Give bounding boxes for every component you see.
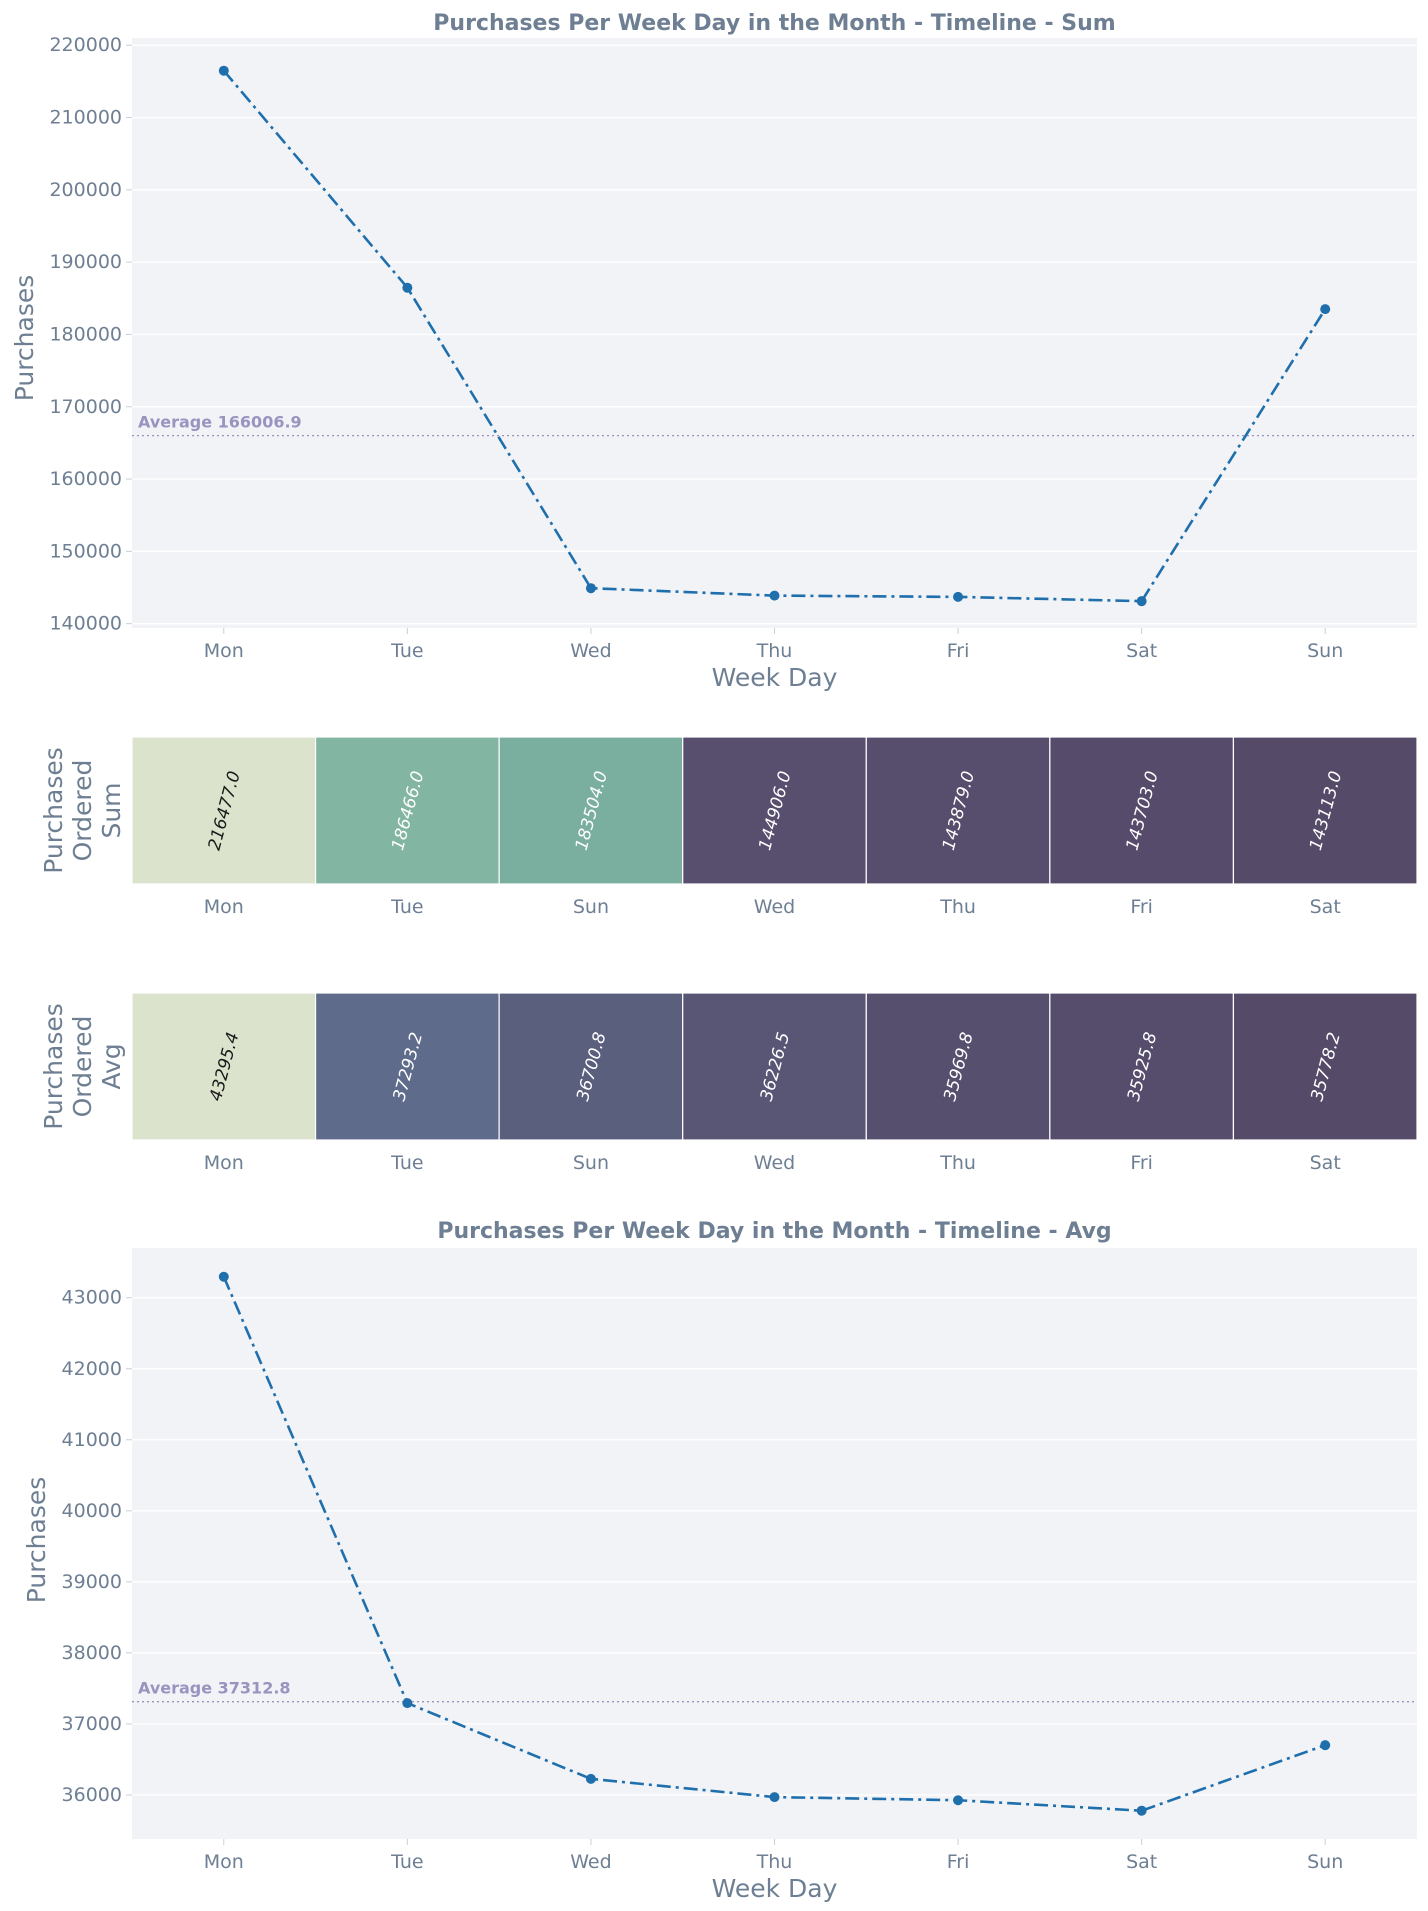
- x-tick-label: Mon: [204, 640, 244, 662]
- x-tick-label: Wed: [754, 896, 795, 918]
- x-tick-label: Sun: [573, 1152, 609, 1174]
- data-point-wed: [585, 1773, 596, 1784]
- data-point-thu: [769, 590, 780, 601]
- y-tick-label: 150000: [49, 540, 122, 562]
- heatmap-row-label: Purchases: [39, 747, 68, 874]
- heatmap-1: 216477.0Mon186466.0Tue183504.0Sun144906.…: [39, 736, 1418, 918]
- data-point-sat: [1136, 1805, 1147, 1816]
- data-point-sun: [1320, 304, 1331, 315]
- x-tick-label: Thu: [756, 1851, 793, 1873]
- heatmap-row-label: Ordered: [68, 1016, 97, 1118]
- y-tick-label: 170000: [49, 396, 122, 418]
- x-tick-label: Tue: [390, 640, 423, 662]
- heatmap-cell-mon: [131, 992, 317, 1141]
- heatmap-cell-tue: [314, 736, 500, 885]
- y-axis-label: Purchases: [10, 275, 39, 402]
- x-tick-label: Sat: [1126, 640, 1157, 662]
- x-tick-label: Tue: [390, 1152, 423, 1174]
- average-label: Average 166006.9: [138, 413, 302, 432]
- y-tick-label: 190000: [49, 251, 122, 273]
- data-point-thu: [769, 1792, 780, 1803]
- line-chart-3: 36000 37000 38000 39000 40000 41000 42000 43000…: [22, 1219, 1417, 1903]
- x-tick-label: Wed: [570, 640, 611, 662]
- y-tick-label: 39000: [62, 1571, 122, 1593]
- x-tick-label: Sat: [1310, 1152, 1341, 1174]
- y-tick-label: 140000: [49, 613, 122, 635]
- x-tick-label: Wed: [570, 1851, 611, 1873]
- x-tick-label: Sat: [1126, 1851, 1157, 1873]
- plot-area: [132, 38, 1417, 628]
- x-tick-label: Thu: [756, 640, 793, 662]
- data-point-mon: [218, 65, 229, 76]
- average-label: Average 37312.8: [138, 1679, 291, 1698]
- x-tick-label: Fri: [947, 640, 970, 662]
- x-tick-label: Mon: [204, 896, 244, 918]
- heatmap-cell-sun: [498, 736, 684, 885]
- x-axis-label: Week Day: [712, 663, 838, 692]
- x-tick-label: Fri: [947, 1851, 970, 1873]
- heatmap-cell-sun: [498, 992, 684, 1141]
- y-tick-label: 40000: [62, 1500, 122, 1522]
- data-point-tue: [402, 282, 413, 293]
- heatmap-2: 43295.4Mon37293.2Tue36700.8Sun36226.5Wed…: [39, 992, 1418, 1174]
- data-point-mon: [218, 1271, 229, 1282]
- y-tick-label: 210000: [49, 107, 122, 129]
- x-tick-label: Thu: [939, 896, 976, 918]
- heatmap-row-label: Sum: [97, 782, 126, 838]
- x-tick-label: Wed: [754, 1152, 795, 1174]
- x-tick-label: Fri: [1130, 1152, 1153, 1174]
- heatmap-cell-fri: [1049, 992, 1235, 1141]
- heatmap-row-label: Purchases: [39, 1003, 68, 1130]
- y-tick-label: 43000: [62, 1287, 122, 1309]
- y-tick-label: 180000: [49, 323, 122, 345]
- x-tick-label: Tue: [390, 1851, 423, 1873]
- chart-title: Purchases Per Week Day in the Month - Ti…: [433, 11, 1115, 36]
- data-point-wed: [585, 583, 596, 594]
- y-tick-label: 37000: [62, 1713, 122, 1735]
- heatmap-cell-tue: [314, 992, 500, 1141]
- x-tick-label: Mon: [204, 1152, 244, 1174]
- y-axis-label: Purchases: [22, 1477, 51, 1604]
- y-tick-label: 38000: [62, 1642, 122, 1664]
- x-tick-label: Mon: [204, 1851, 244, 1873]
- y-tick-label: 41000: [62, 1429, 122, 1451]
- heatmap-row-label: Ordered: [68, 760, 97, 862]
- y-tick-label: 220000: [49, 34, 122, 56]
- heatmap-cell-wed: [682, 736, 867, 885]
- data-point-fri: [953, 591, 964, 602]
- heatmap-cell-sat: [1232, 736, 1418, 885]
- x-tick-label: Sun: [1307, 640, 1343, 662]
- y-tick-label: 160000: [49, 468, 122, 490]
- line-chart-0: 140000 150000 160000 170000 180000 190000 2000…: [10, 11, 1417, 692]
- heatmap-row-label: Avg: [97, 1043, 126, 1089]
- x-tick-label: Sun: [573, 896, 609, 918]
- heatmap-cell-thu: [865, 736, 1051, 885]
- data-point-sun: [1320, 1740, 1331, 1751]
- heatmap-cell-sat: [1232, 992, 1418, 1141]
- y-tick-label: 200000: [49, 179, 122, 201]
- heatmap-cell-wed: [682, 992, 867, 1141]
- x-tick-label: Fri: [1130, 896, 1153, 918]
- x-tick-label: Tue: [390, 896, 423, 918]
- heatmap-cell-fri: [1049, 736, 1235, 885]
- y-tick-label: 36000: [62, 1784, 122, 1806]
- data-point-tue: [402, 1698, 413, 1709]
- x-axis-label: Week Day: [712, 1874, 838, 1903]
- heatmap-cell-mon: [131, 736, 317, 885]
- x-tick-label: Thu: [939, 1152, 976, 1174]
- x-tick-label: Sat: [1310, 896, 1341, 918]
- data-point-sat: [1136, 596, 1147, 607]
- heatmap-cell-thu: [865, 992, 1051, 1141]
- y-tick-label: 42000: [62, 1358, 122, 1380]
- x-tick-label: Sun: [1307, 1851, 1343, 1873]
- data-point-fri: [953, 1795, 964, 1806]
- chart-title: Purchases Per Week Day in the Month - Ti…: [437, 1219, 1111, 1244]
- plot-area: [132, 1248, 1417, 1839]
